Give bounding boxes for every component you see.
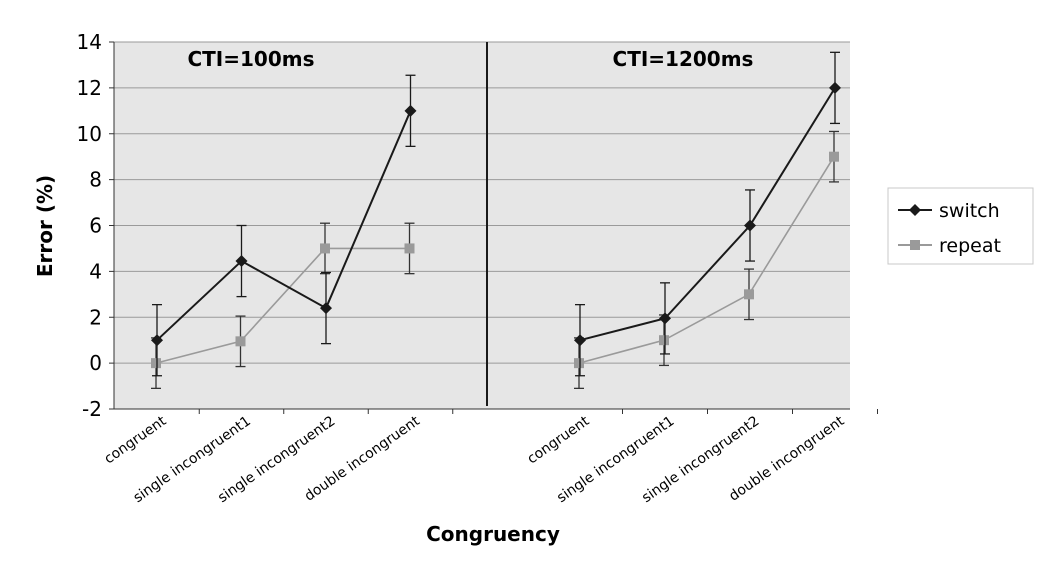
data-point-repeat <box>829 151 839 162</box>
series <box>151 51 841 390</box>
series-switch-panel-2 <box>574 51 841 377</box>
data-point-switch <box>404 104 417 117</box>
data-point-switch <box>151 334 163 347</box>
panel-title-1: CTI=100ms <box>187 47 314 71</box>
legend-repeat-marker <box>910 240 920 250</box>
legend-switch-label: switch <box>939 200 1000 222</box>
y-tick-label: 0 <box>89 351 102 375</box>
data-point-switch <box>659 312 671 325</box>
y-tick-label: 14 <box>77 30 102 54</box>
data-point-switch <box>235 255 248 268</box>
data-point-repeat <box>320 243 330 254</box>
y-tick-label: -2 <box>82 397 102 421</box>
legend-repeat-label: repeat <box>939 235 1001 257</box>
series-switch-panel-1 <box>151 74 417 377</box>
legend: switch repeat <box>887 187 1034 265</box>
data-point-switch <box>829 81 841 94</box>
y-tick-label: 10 <box>77 122 102 146</box>
data-point-switch <box>320 302 332 315</box>
data-point-repeat <box>744 289 754 300</box>
y-tick-label: 12 <box>77 76 102 100</box>
data-point-repeat <box>404 243 415 254</box>
legend-box <box>887 187 1034 265</box>
series-repeat-panel-1 <box>151 222 415 390</box>
data-point-switch <box>574 334 586 347</box>
data-point-switch <box>744 219 756 232</box>
y-tick-label: 6 <box>89 214 102 238</box>
y-tick-label: 4 <box>89 259 102 283</box>
panel-title-2: CTI=1200ms <box>613 47 754 71</box>
data-point-repeat <box>151 358 161 369</box>
y-axis-title: Error (%) <box>33 175 57 277</box>
y-tick-label: 2 <box>89 305 102 329</box>
series-line-switch <box>579 87 836 342</box>
legend-switch-marker <box>909 204 921 216</box>
series-line-repeat <box>155 247 410 364</box>
y-tick-label: 8 <box>89 168 102 192</box>
data-point-repeat <box>574 358 584 369</box>
series-line-repeat <box>578 156 835 364</box>
series-line-switch <box>156 110 412 341</box>
data-point-repeat <box>235 336 246 347</box>
x-axis-title: Congruency <box>426 522 560 546</box>
data-point-repeat <box>659 335 669 346</box>
